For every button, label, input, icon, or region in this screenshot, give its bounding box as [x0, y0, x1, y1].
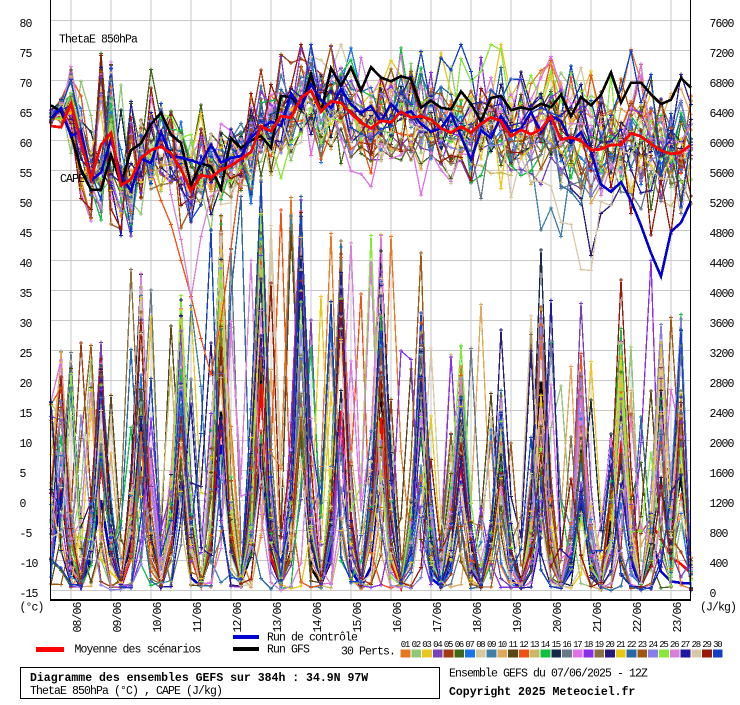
svg-text:05: 05	[444, 640, 453, 650]
svg-text:12: 12	[519, 640, 528, 650]
svg-text:11: 11	[509, 640, 518, 650]
svg-text:09: 09	[487, 640, 496, 650]
svg-text:6000: 6000	[710, 138, 735, 151]
svg-text:22: 22	[627, 640, 636, 650]
svg-text:7600: 7600	[710, 18, 735, 31]
svg-text:10: 10	[498, 640, 507, 650]
svg-text:(J/kg): (J/kg)	[700, 602, 736, 615]
svg-text:60: 60	[20, 138, 33, 151]
svg-text:55: 55	[20, 168, 33, 181]
svg-text:17/06: 17/06	[432, 601, 445, 632]
svg-text:45: 45	[20, 228, 33, 241]
svg-text:2400: 2400	[710, 408, 735, 421]
svg-text:21/06: 21/06	[592, 601, 605, 632]
svg-text:04: 04	[433, 640, 442, 650]
svg-text:13: 13	[530, 640, 539, 650]
svg-text:29: 29	[702, 640, 711, 650]
svg-text:10/06: 10/06	[152, 601, 165, 632]
svg-text:Ensemble GEFS du 07/06/2025 -: Ensemble GEFS du 07/06/2025 - 12Z	[449, 668, 648, 681]
svg-text:03: 03	[422, 640, 431, 650]
svg-text:08: 08	[476, 640, 485, 650]
svg-text:Run de contrôle: Run de contrôle	[267, 632, 358, 645]
svg-text:80: 80	[20, 18, 33, 31]
svg-text:21: 21	[616, 640, 625, 650]
svg-text:19: 19	[595, 640, 604, 650]
svg-text:1600: 1600	[710, 468, 735, 481]
svg-text:35: 35	[20, 288, 33, 301]
svg-text:30: 30	[713, 640, 722, 650]
svg-text:01: 01	[401, 640, 410, 650]
svg-text:0: 0	[20, 498, 27, 511]
svg-text:19/06: 19/06	[512, 601, 525, 632]
svg-text:3200: 3200	[710, 348, 735, 361]
svg-text:08/06: 08/06	[72, 601, 85, 632]
svg-text:17: 17	[573, 640, 582, 650]
svg-text:10: 10	[20, 438, 33, 451]
svg-text:Run GFS: Run GFS	[267, 644, 310, 657]
svg-text:7200: 7200	[710, 48, 735, 61]
svg-text:ThetaE 850hPa: ThetaE 850hPa	[59, 34, 138, 47]
svg-text:13/06: 13/06	[272, 601, 285, 632]
svg-text:25: 25	[659, 640, 668, 650]
svg-text:70: 70	[20, 78, 33, 91]
svg-text:3600: 3600	[710, 318, 735, 331]
svg-text:14: 14	[541, 640, 550, 650]
svg-text:12/06: 12/06	[232, 601, 245, 632]
svg-text:07: 07	[465, 640, 474, 650]
svg-text:5: 5	[20, 468, 27, 481]
svg-text:30: 30	[20, 318, 33, 331]
svg-text:0: 0	[710, 588, 717, 601]
svg-text:06: 06	[455, 640, 464, 650]
svg-text:18/06: 18/06	[472, 601, 485, 632]
svg-text:18: 18	[584, 640, 593, 650]
svg-text:CAPE: CAPE	[60, 173, 85, 186]
svg-text:2800: 2800	[710, 378, 735, 391]
svg-text:15: 15	[20, 408, 33, 421]
svg-text:-15: -15	[20, 588, 39, 601]
svg-text:2000: 2000	[710, 438, 735, 451]
svg-text:15: 15	[552, 640, 561, 650]
svg-text:11/06: 11/06	[192, 601, 205, 632]
svg-text:40: 40	[20, 258, 33, 271]
svg-text:20/06: 20/06	[552, 601, 565, 632]
svg-text:5600: 5600	[710, 168, 735, 181]
svg-text:65: 65	[20, 108, 33, 121]
svg-text:20: 20	[20, 378, 33, 391]
svg-text:Moyenne des scénarios: Moyenne des scénarios	[75, 644, 201, 657]
svg-text:30 Perts.: 30 Perts.	[341, 646, 395, 659]
svg-text:1200: 1200	[710, 498, 735, 511]
svg-text:75: 75	[20, 48, 33, 61]
svg-text:50: 50	[20, 198, 33, 211]
svg-text:27: 27	[681, 640, 690, 650]
svg-text:4800: 4800	[710, 228, 735, 241]
svg-text:-10: -10	[20, 558, 39, 571]
svg-text:(°c): (°c)	[20, 602, 44, 615]
svg-text:23: 23	[638, 640, 647, 650]
svg-text:Diagramme des ensembles GEFS s: Diagramme des ensembles GEFS sur 384h : …	[30, 672, 368, 685]
svg-text:23/06: 23/06	[672, 601, 685, 632]
svg-text:16: 16	[562, 640, 571, 650]
svg-text:400: 400	[710, 558, 729, 571]
svg-text:15/06: 15/06	[352, 601, 365, 632]
svg-text:800: 800	[710, 528, 729, 541]
svg-text:24: 24	[649, 640, 658, 650]
svg-text:16/06: 16/06	[392, 601, 405, 632]
svg-text:02: 02	[412, 640, 421, 650]
svg-text:6400: 6400	[710, 108, 735, 121]
svg-text:4000: 4000	[710, 288, 735, 301]
svg-text:26: 26	[670, 640, 679, 650]
svg-text:22/06: 22/06	[632, 601, 645, 632]
svg-text:25: 25	[20, 348, 33, 361]
svg-text:-5: -5	[20, 528, 33, 541]
svg-text:Copyright 2025 Meteociel.fr: Copyright 2025 Meteociel.fr	[449, 686, 635, 699]
svg-text:5200: 5200	[710, 198, 735, 211]
svg-text:28: 28	[692, 640, 701, 650]
svg-text:ThetaE 850hPa (°C) , CAPE (J/k: ThetaE 850hPa (°C) , CAPE (J/kg)	[30, 685, 222, 698]
svg-text:4400: 4400	[710, 258, 735, 271]
svg-text:09/06: 09/06	[112, 601, 125, 632]
svg-text:14/06: 14/06	[312, 601, 325, 632]
svg-text:6800: 6800	[710, 78, 735, 91]
svg-text:20: 20	[605, 640, 614, 650]
